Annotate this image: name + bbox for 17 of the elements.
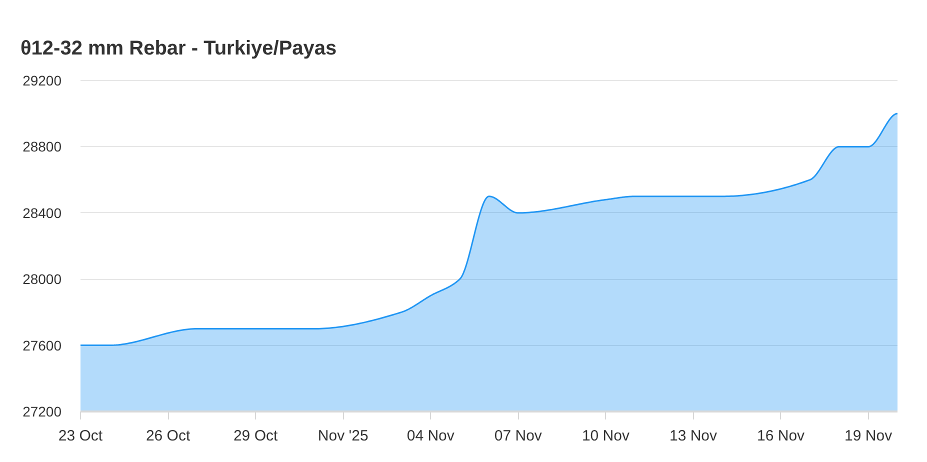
- x-tick-label: 07 Nov: [494, 428, 542, 444]
- x-tick-label: 16 Nov: [757, 428, 806, 444]
- y-tick-label: 28400: [22, 204, 62, 221]
- y-tick-label: 29200: [22, 72, 62, 88]
- y-tick-label: 27200: [22, 404, 62, 420]
- y-tick-label: 27600: [22, 337, 62, 354]
- y-tick-label: 28000: [22, 271, 62, 288]
- x-tick-label: 13 Nov: [669, 428, 718, 444]
- x-tick-label: 26 Oct: [146, 428, 191, 444]
- x-tick-label: 29 Oct: [233, 428, 278, 444]
- x-tick-label: Nov '25: [318, 428, 368, 444]
- x-tick-label: 19 Nov: [844, 428, 893, 444]
- x-tick-label: 04 Nov: [406, 428, 455, 444]
- x-tick-label: 23 Oct: [58, 428, 104, 444]
- chart-title: θ12-32 mm Rebar - Turkiye/Payas: [20, 38, 337, 60]
- y-tick-label: 28800: [22, 138, 62, 155]
- x-tick-label: 10 Nov: [582, 428, 630, 444]
